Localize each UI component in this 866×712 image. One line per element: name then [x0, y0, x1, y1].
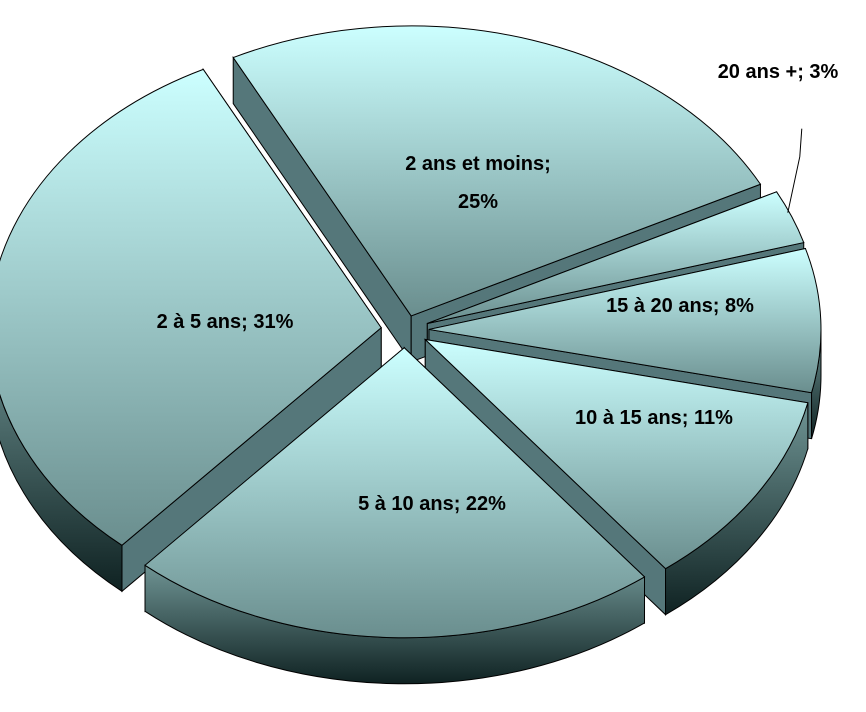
slice-label-3: 10 à 15 ans; 11% — [575, 407, 733, 429]
slice-label-4: 5 à 10 ans; 22% — [358, 493, 506, 515]
leader-line — [787, 128, 803, 213]
slice-0 — [232, 25, 762, 317]
slice-tops — [0, 25, 822, 639]
slice-2 — [428, 247, 822, 394]
slice-3 — [423, 338, 809, 570]
slice-labels: 2 ans et moins; 25% 20 ans +; 3% 15 à 20 an… — [157, 61, 839, 515]
slice-5 — [0, 68, 382, 546]
slice-label-2: 15 à 20 ans; 8% — [606, 295, 754, 317]
slice-label-1: 20 ans +; 3% — [718, 61, 839, 83]
slice-label-0: 2 ans et moins; 25% — [405, 153, 551, 213]
slice-1 — [427, 191, 805, 324]
slice-label-5: 2 à 5 ans; 31% — [157, 311, 294, 333]
slice-4 — [144, 347, 646, 639]
